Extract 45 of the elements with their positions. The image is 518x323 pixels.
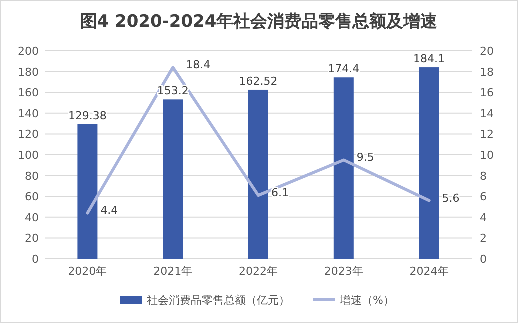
y2-tick-label: 0 <box>480 253 487 266</box>
y-tick-label: 100 <box>18 149 39 162</box>
bar <box>334 78 354 259</box>
chart-title: 图4 2020-2024年社会消费品零售总额及增速 <box>80 12 438 32</box>
y-tick-label: 0 <box>32 253 39 266</box>
x-tick-label: 2020年 <box>68 265 108 278</box>
data-label: 6.1 <box>272 186 289 200</box>
y-tick-label: 120 <box>18 128 39 142</box>
y-tick-label: 200 <box>18 45 39 58</box>
data-label: 4.4 <box>100 204 118 218</box>
data-label: 18.4 <box>186 58 211 72</box>
bar <box>419 68 440 259</box>
bar <box>248 90 268 259</box>
y-tick-label: 80 <box>25 170 39 183</box>
x-tick-label: 2021年 <box>154 265 193 278</box>
y-tick-label: 140 <box>18 107 39 120</box>
y-tick-label: 40 <box>25 211 39 224</box>
bar <box>78 124 98 259</box>
y2-tick-label: 4 <box>480 211 487 224</box>
y-tick-label: 180 <box>18 66 39 79</box>
data-label: 5.6 <box>442 192 460 205</box>
x-tick-label: 2024年 <box>410 265 449 278</box>
data-label: 184.1 <box>414 52 446 66</box>
y2-tick-label: 10 <box>480 149 494 162</box>
legend-label: 增速（%） <box>339 294 394 307</box>
legend-label: 社会消费品零售总额（亿元） <box>147 294 290 307</box>
y2-tick-label: 14 <box>480 107 494 120</box>
y-tick-label: 20 <box>25 232 39 246</box>
data-label: 129.38 <box>68 109 107 122</box>
y2-tick-label: 12 <box>480 128 494 142</box>
y2-tick-label: 6 <box>480 190 487 204</box>
x-tick-label: 2022年 <box>239 265 278 278</box>
y2-tick-label: 16 <box>480 86 494 100</box>
data-label: 174.4 <box>328 62 360 76</box>
y2-tick-label: 2 <box>480 232 487 246</box>
x-tick-label: 2023年 <box>324 265 364 278</box>
y2-tick-label: 18 <box>480 66 494 79</box>
data-label: 162.52 <box>239 74 278 88</box>
y-tick-label: 160 <box>18 86 39 100</box>
data-label: 153.2 <box>157 84 189 98</box>
y2-tick-label: 8 <box>480 170 487 183</box>
bar <box>163 100 184 259</box>
y-tick-label: 60 <box>25 190 39 204</box>
y2-tick-label: 20 <box>480 45 494 58</box>
data-label: 9.5 <box>356 151 374 164</box>
